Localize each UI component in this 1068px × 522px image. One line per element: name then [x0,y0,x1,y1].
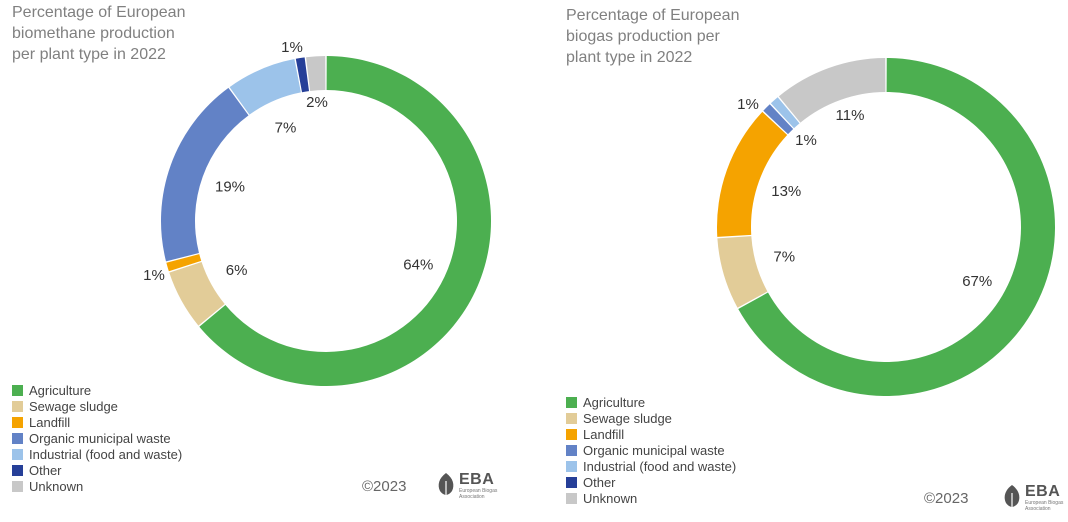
donut-slice-agriculture [199,56,491,386]
donut-slice-organic-municipal-waste [161,87,249,262]
legend-item-sewage-sludge: Sewage sludge [12,398,182,414]
legend-item-unknown: Unknown [12,478,182,494]
chart-legend: Agriculture Sewage sludge Landfill Organic … [12,382,182,494]
legend-swatch [12,384,23,396]
data-label-sewage-sludge: 7% [773,249,795,266]
legend-label: Sewage sludge [29,398,118,414]
logo-subtext: European Biogas Association [1025,500,1064,512]
data-label-unknown: 11% [836,107,865,124]
legend-label: Industrial (food and waste) [29,446,183,462]
chart-title: Percentage of European biogas production… [566,7,740,66]
legend-swatch [566,396,577,408]
leaf-icon [1004,485,1020,507]
biogas-donut-chart: 67% 7% 13% 1% 1% 11% [717,58,1055,396]
legend-label: Agriculture [29,382,92,398]
legend-label: Landfill [583,426,625,442]
legend-item-landfill: Landfill [566,426,736,442]
legend-swatch [566,412,577,424]
legend-swatch [566,492,577,504]
donut-slice-other [295,57,310,93]
legend-swatch [566,444,577,456]
legend-label: Unknown [29,478,84,494]
legend-item-unknown: Unknown [566,490,736,506]
donut-slice-industrial-food-and-waste [770,97,800,129]
data-label-industrial-food-and-waste: 7% [275,119,297,136]
legend-label: Industrial (food and waste) [583,458,737,474]
legend-item-other: Other [12,462,182,478]
data-label-organic-municipal-waste: 1% [737,96,759,113]
legend-label: Other [29,462,62,478]
data-label-agriculture: 64% [403,256,433,273]
logo-text: EBA [459,471,495,488]
donut-slice-landfill [166,254,202,272]
donut-slice-unknown [306,56,326,91]
legend-swatch [566,460,577,472]
data-label-other: 1% [281,39,303,56]
data-label-industrial-food-and-waste: 1% [795,132,817,149]
legend-swatch [12,432,23,444]
biomethane-donut-chart: 64% 6% 1% 19% 7% 1% 2% [143,39,491,386]
legend-swatch [12,480,23,492]
data-label-sewage-sludge: 6% [226,262,248,279]
legend-swatch [12,448,23,460]
logo-text: EBA [1025,483,1061,500]
legend-item-agriculture: Agriculture [12,382,182,398]
legend-item-industrial-food-and-waste: Industrial (food and waste) [566,458,736,474]
legend-label: Agriculture [583,394,646,410]
donut-slice-sewage-sludge [169,262,225,326]
legend-item-agriculture: Agriculture [566,394,736,410]
legend-item-landfill: Landfill [12,414,182,430]
legend-item-other: Other [566,474,736,490]
data-label-unknown: 2% [306,94,328,111]
data-label-organic-municipal-waste: 19% [215,178,245,195]
data-label-landfill: 13% [771,183,801,200]
copyright-text: ©2023 [362,478,407,495]
chart-title: Percentage of European biomethane produc… [12,4,186,63]
legend-item-industrial-food-and-waste: Industrial (food and waste) [12,446,182,462]
legend-swatch [12,400,23,412]
legend-label: Organic municipal waste [583,442,725,458]
donut-slice-industrial-food-and-waste [229,59,301,115]
data-label-landfill: 1% [143,267,165,284]
legend-item-sewage-sludge: Sewage sludge [566,410,736,426]
chart-legend: Agriculture Sewage sludge Landfill Organic … [566,394,736,506]
legend-swatch [12,416,23,428]
donut-slice-sewage-sludge [717,236,768,308]
legend-swatch [12,464,23,476]
donut-slice-landfill [717,111,788,237]
legend-label: Sewage sludge [583,410,672,426]
eba-logo: EBA European Biogas Association [1002,484,1063,512]
legend-swatch [566,428,577,440]
legend-label: Organic municipal waste [29,430,171,446]
legend-label: Unknown [583,490,638,506]
eba-logo: EBA European Biogas Association [436,472,497,500]
legend-swatch [566,476,577,488]
leaf-icon [438,473,454,495]
legend-item-organic-municipal-waste: Organic municipal waste [566,442,736,458]
logo-subtext: European Biogas Association [459,488,498,500]
legend-label: Landfill [29,414,71,430]
biogas-chart-panel: Percentage of European biogas production… [534,0,1068,522]
donut-slice-organic-municipal-waste [763,104,794,135]
legend-label: Other [583,474,616,490]
copyright-text: ©2023 [924,490,969,507]
legend-item-organic-municipal-waste: Organic municipal waste [12,430,182,446]
donut-slice-unknown [778,58,886,123]
data-label-agriculture: 67% [962,273,992,290]
biomethane-chart-panel: Percentage of European biomethane produc… [12,4,497,500]
